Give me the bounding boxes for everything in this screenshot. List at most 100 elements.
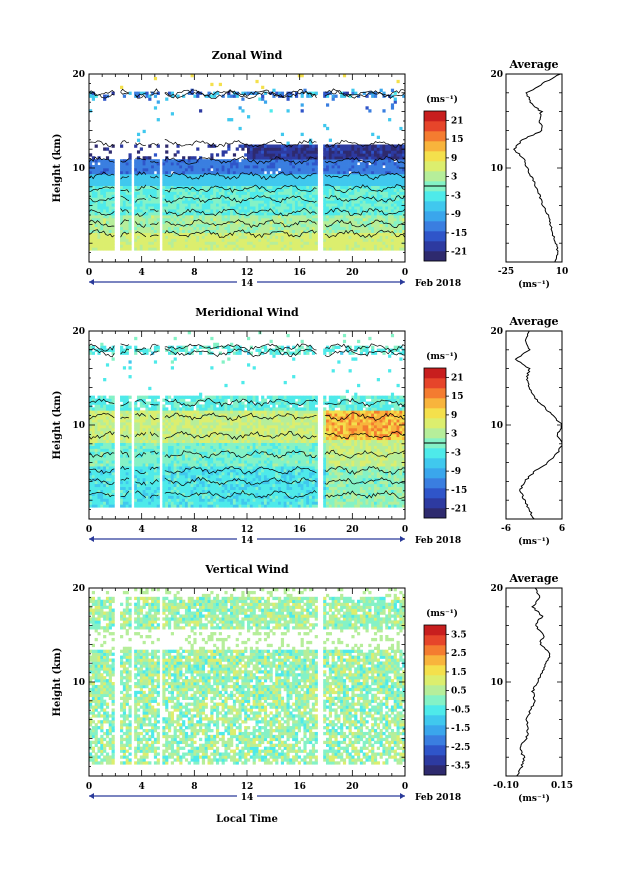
zonal-date-bar-label-bg xyxy=(237,277,257,287)
meridional-colorbar-tick-label: -21 xyxy=(451,505,467,515)
meridional-contour-line xyxy=(89,397,405,407)
meridional-average-profile: Average 10 20 -6 6 (ms⁻¹) xyxy=(490,315,565,547)
zonal-profile-x-tick-label: -25 xyxy=(498,267,514,277)
zonal-contour-line xyxy=(89,88,405,98)
vertical-colorbar-tick-label: -0.5 xyxy=(451,705,470,715)
vertical-colorbar-unit: (ms⁻¹) xyxy=(426,608,458,619)
vertical-colorbar-swatch xyxy=(424,765,446,776)
vertical-colorbar-tick-label: 1.5 xyxy=(451,668,467,678)
zonal-colorbar-tick-label: -15 xyxy=(451,229,467,239)
zonal-colorbar-unit: (ms⁻¹) xyxy=(426,94,458,105)
vertical-title: Vertical Wind xyxy=(204,563,289,576)
meridional-colorbar-tick-label: 3 xyxy=(451,430,457,440)
vertical-colorbar-swatch xyxy=(424,715,446,726)
zonal-colorbar-swatch xyxy=(424,251,446,262)
meridional-x-tick-label: 16 xyxy=(293,525,306,535)
vertical-colorbar-swatch xyxy=(424,635,446,646)
meridional-colorbar-unit: (ms⁻¹) xyxy=(426,351,458,362)
meridional-panel: Meridional Wind 0 4 8 12 16 20 0 10 20 Height (km)… xyxy=(52,306,565,547)
meridional-colorbar-swatch xyxy=(424,388,446,399)
vertical-x-tick-label: 8 xyxy=(191,782,197,792)
meridional-contour-line xyxy=(89,412,405,422)
zonal-x-tick-label: 0 xyxy=(402,268,408,278)
meridional-y-tick-label: 10 xyxy=(72,421,85,431)
meridional-colorbar-swatch xyxy=(424,378,446,389)
zonal-colorbar-swatch xyxy=(424,191,446,202)
zonal-contour-line xyxy=(89,194,405,204)
meridional-heatmap-cells xyxy=(89,331,405,508)
vertical-colorbar-tick-label: -2.5 xyxy=(451,743,470,753)
meridional-colorbar-swatch xyxy=(424,368,446,379)
meridional-colorbar-swatch xyxy=(424,428,446,439)
meridional-profile-x-tick-label: 6 xyxy=(559,524,565,534)
meridional-heatmap xyxy=(88,330,406,520)
vertical-colorbar-swatch xyxy=(424,665,446,676)
meridional-title: Meridional Wind xyxy=(195,306,299,319)
zonal-contour-line xyxy=(89,207,405,217)
vertical-colorbar-swatch xyxy=(424,705,446,716)
zonal-contour-line xyxy=(89,219,405,229)
zonal-x-tick-label: 12 xyxy=(241,268,254,278)
vertical-colorbar-swatch xyxy=(424,755,446,766)
vertical-profile-y-tick-label: 20 xyxy=(490,584,503,594)
meridional-colorbar-swatch xyxy=(424,468,446,479)
meridional-x-tick-label: 4 xyxy=(139,525,145,535)
vertical-x-tick-label: 16 xyxy=(293,782,306,792)
vertical-date-bar-label-bg xyxy=(237,791,257,801)
zonal-x-tick-label: 0 xyxy=(86,268,92,278)
meridional-colorbar-tick-label: 9 xyxy=(451,411,457,421)
meridional-colorbar: (ms⁻¹) 21 15 9 3 -3 -9 -15 -21 xyxy=(423,351,467,519)
meridional-date-bar-arrow-left xyxy=(89,536,94,542)
meridional-date-bar-label-bg xyxy=(237,534,257,544)
vertical-colorbar-tick-label: -1.5 xyxy=(451,724,470,734)
vertical-colorbar-swatch xyxy=(424,625,446,636)
meridional-colorbar-tick-label: 21 xyxy=(451,373,464,383)
vertical-heatmap xyxy=(88,587,406,777)
zonal-title: Zonal Wind xyxy=(212,49,283,62)
zonal-date-label: Feb 2018 xyxy=(415,279,461,289)
zonal-colorbar-tick-label: -3 xyxy=(451,191,461,201)
zonal-x-tick-label: 20 xyxy=(346,268,359,278)
zonal-profile-title: Average xyxy=(508,58,558,71)
meridional-x-tick-label: 12 xyxy=(241,525,254,535)
meridional-date-bar-arrow-right xyxy=(400,536,405,542)
zonal-colorbar-swatch xyxy=(424,171,446,182)
meridional-colorbar-swatch xyxy=(424,448,446,459)
meridional-colorbar-swatch xyxy=(424,488,446,499)
zonal-y-tick-label: 20 xyxy=(72,70,85,80)
vertical-y-tick-label: 10 xyxy=(72,678,85,688)
meridional-date-label: Feb 2018 xyxy=(415,536,461,546)
meridional-x-tick-label: 0 xyxy=(86,525,92,535)
vertical-colorbar-tick-label: 3.5 xyxy=(451,630,467,640)
vertical-date-label: Feb 2018 xyxy=(415,793,461,803)
meridional-day-label: 14 xyxy=(241,536,254,546)
meridional-contour-line xyxy=(89,343,405,352)
vertical-colorbar-tick-label: -3.5 xyxy=(451,762,470,772)
zonal-colorbar-swatch xyxy=(424,231,446,242)
vertical-date-bar-arrow-left xyxy=(89,793,94,799)
vertical-heatmap-cells xyxy=(89,588,405,765)
vertical-colorbar-swatch xyxy=(424,675,446,686)
vertical-x-tick-label: 0 xyxy=(86,782,92,792)
vertical-x-tick-label: 12 xyxy=(241,782,254,792)
zonal-colorbar-tick-label: 21 xyxy=(451,116,464,126)
zonal-heatmap xyxy=(88,73,406,263)
zonal-colorbar-tick-label: 15 xyxy=(451,135,464,145)
meridional-colorbar-swatch xyxy=(424,498,446,509)
zonal-contour-line xyxy=(89,229,405,239)
zonal-x-tick-label: 8 xyxy=(191,268,197,278)
vertical-profile-line xyxy=(516,587,551,777)
meridional-colorbar-swatch xyxy=(424,398,446,409)
zonal-colorbar-swatch xyxy=(424,161,446,172)
vertical-y-tick-label: 20 xyxy=(72,584,85,594)
zonal-profile-line xyxy=(513,73,561,263)
meridional-colorbar-tick-label: -15 xyxy=(451,486,467,496)
meridional-x-tick-label: 8 xyxy=(191,525,197,535)
vertical-colorbar-swatch xyxy=(424,655,446,666)
zonal-y-tick-label: 10 xyxy=(72,164,85,174)
vertical-colorbar: (ms⁻¹) 3.5 2.5 1.5 0.5 -0.5 -1.5 -2.5 -3.5 xyxy=(423,608,470,776)
vertical-profile-title: Average xyxy=(508,572,558,585)
meridional-profile-unit: (ms⁻¹) xyxy=(518,536,550,547)
zonal-colorbar-tick-label: -21 xyxy=(451,248,467,258)
